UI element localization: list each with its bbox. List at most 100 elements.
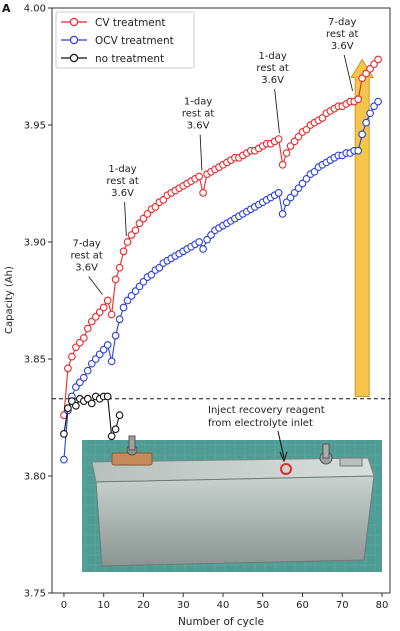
legend-item-none: no treatment [61, 53, 164, 65]
annotation-text: rest at [256, 63, 288, 74]
x-tick-label: 50 [256, 600, 269, 611]
data-point [115, 263, 124, 272]
annotation-text: 7-day [72, 239, 100, 250]
data-point [115, 315, 124, 324]
inset-callout-line2: from electrolyte inlet [208, 418, 313, 429]
data-point [64, 404, 72, 412]
data-point [282, 149, 291, 157]
battery-photo-inset [82, 435, 382, 572]
data-point [199, 245, 207, 253]
data-point [103, 296, 112, 305]
annotation-text: 3.6V [111, 188, 134, 199]
data-point [366, 109, 374, 118]
annotation-text: 1-day [258, 51, 286, 62]
y-axis-label: Capacity (Ah) [4, 266, 15, 334]
y-tick-label: 3.85 [24, 355, 46, 366]
legend-label-none: no treatment [95, 53, 164, 65]
data-point [119, 247, 128, 256]
data-point [123, 238, 132, 246]
annotation-arrow [343, 54, 354, 92]
data-point [195, 172, 203, 181]
data-point [103, 341, 112, 349]
x-tick-label: 70 [336, 600, 349, 611]
y-tick-label: 4.00 [24, 4, 46, 15]
plot-area-frame [51, 7, 391, 594]
annotation-text: 1-day [184, 96, 212, 107]
legend-marker-cv [69, 17, 79, 27]
series-2 [60, 392, 124, 441]
data-point [68, 352, 76, 361]
legend-label-cv: CV treatment [95, 17, 166, 29]
annotation-text: 3.6V [261, 75, 284, 86]
data-point [354, 146, 363, 155]
data-point [79, 373, 88, 382]
terminal-left-stud [128, 435, 136, 451]
data-point [131, 226, 140, 235]
annotation-arrow [124, 201, 127, 237]
annotation-arrow [88, 276, 103, 295]
legend-box [55, 11, 195, 69]
annotation-text: 1-day [108, 164, 136, 175]
x-tick-label: 20 [137, 600, 150, 611]
annotation-arrow [274, 88, 280, 134]
data-point [99, 303, 108, 312]
y-tick-label: 3.80 [24, 472, 46, 483]
data-point [195, 238, 203, 246]
data-point [274, 189, 283, 197]
data-point [107, 357, 116, 366]
series-0 [60, 55, 382, 420]
data-point [119, 303, 128, 312]
data-point [358, 130, 367, 139]
data-point [103, 392, 112, 401]
electrolyte-inlet-marker [280, 463, 292, 475]
data-point [79, 334, 88, 342]
data-point [60, 430, 68, 438]
data-point [83, 366, 92, 375]
cell-front-face [95, 475, 375, 567]
data-point [60, 455, 68, 464]
legend-marker-ocv [69, 35, 79, 45]
x-tick-label: 60 [296, 600, 309, 611]
annotation-text: rest at [326, 29, 358, 40]
terminal-right-tab [339, 457, 363, 467]
y-tick-label: 3.95 [24, 121, 46, 132]
legend-label-ocv: OCV treatment [95, 35, 174, 47]
legend-item-cv: CV treatment [61, 17, 166, 29]
data-point [83, 324, 92, 333]
data-point [274, 135, 283, 143]
annotation-text: 7-day [328, 17, 356, 28]
data-point [278, 210, 287, 218]
data-series [60, 55, 382, 464]
data-point [362, 118, 370, 127]
annotation-text: rest at [106, 176, 138, 187]
panel-label: A [2, 2, 11, 15]
data-point [111, 275, 120, 284]
x-tick-label: 10 [97, 600, 110, 611]
y-tick-label: 3.75 [24, 589, 46, 600]
data-point [374, 97, 382, 106]
data-point [199, 189, 207, 197]
data-point [72, 401, 80, 410]
annotation-text: 3.6V [187, 120, 210, 131]
annotation-text: 3.6V [75, 263, 98, 274]
annotation-text: rest at [70, 251, 102, 262]
data-point [111, 331, 120, 340]
x-tick-label: 0 [61, 600, 67, 611]
annotation-arrow [199, 134, 203, 171]
inset-callout-arrowhead-icon [279, 451, 288, 463]
data-point [111, 425, 120, 434]
data-point [354, 95, 363, 104]
annotation-text: 3.6V [331, 41, 354, 52]
legend-marker-none [69, 53, 79, 63]
data-point [374, 55, 382, 64]
data-point [107, 310, 116, 319]
x-axis-ticks: 0 10 20 30 40 50 60 70 80 [61, 593, 388, 611]
legend: CV treatment OCV treatment no treatment [55, 11, 195, 69]
inset-callout-line1: Inject recovery reagent [208, 405, 325, 416]
